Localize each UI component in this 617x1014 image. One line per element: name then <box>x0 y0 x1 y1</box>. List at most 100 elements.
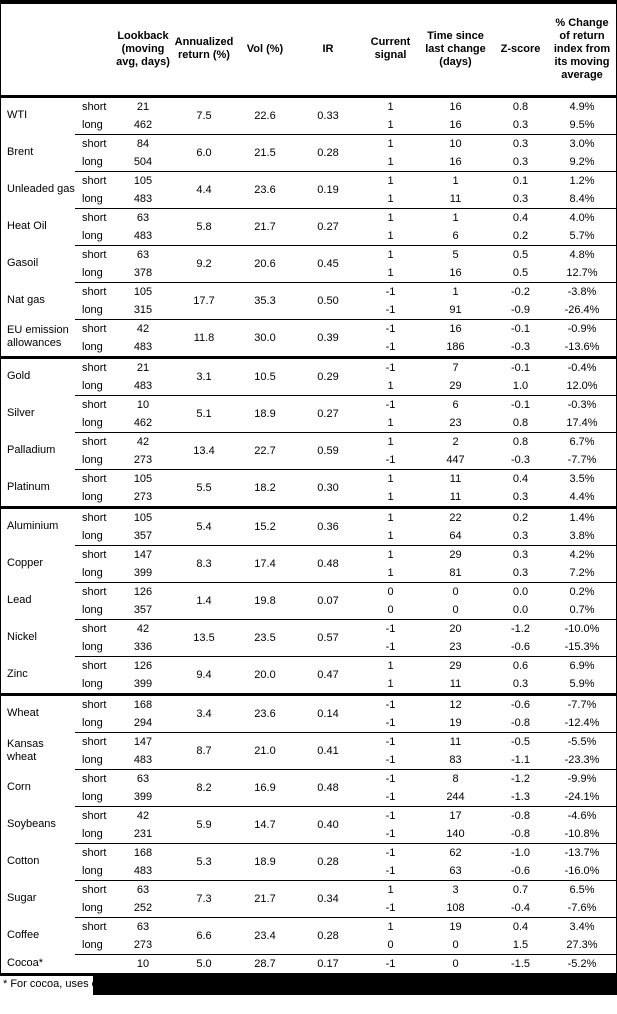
cell-vol: 16.9 <box>237 768 293 806</box>
commodity-name: Palladium <box>7 444 56 456</box>
commodity-name: Heat Oil <box>7 220 47 232</box>
cell-vol: 23.4 <box>237 916 293 954</box>
cell-z-score: 0.4 <box>493 916 548 936</box>
cell-pct-change: 3.0% <box>548 133 616 153</box>
commodity-name: Platinum <box>7 480 50 493</box>
cell-annualized-return: 8.2 <box>171 768 237 806</box>
horizon-label: short <box>75 170 115 190</box>
cell-lookback: 105 <box>115 281 171 301</box>
cell-ir: 0.39 <box>293 318 363 357</box>
cell-pct-change: 4.0% <box>548 207 616 227</box>
cell-pct-change: 6.7% <box>548 431 616 451</box>
cell-vol: 20.6 <box>237 244 293 282</box>
cell-time-since-last-change: 8 <box>418 768 493 788</box>
cell-z-score: 1.0 <box>512 379 529 392</box>
cell-current-signal: 1 <box>363 879 418 899</box>
cell-annualized-return: 13.4 <box>171 431 237 469</box>
cell-z-score: 0.4 <box>493 207 548 227</box>
cell-z-score: -0.1 <box>493 318 548 338</box>
cell-time-since-last-change: 108 <box>446 901 465 914</box>
cell-ir: 0.19 <box>293 170 363 208</box>
cell-pct-change: -4.6% <box>548 805 616 825</box>
cell-vol: 15.2 <box>237 505 293 545</box>
cell-z-score: -0.1 <box>493 394 548 414</box>
table-row: long 483 -1 186 -0.3 -13.6% <box>1 338 616 358</box>
cell-z-score: -1.2 <box>493 768 548 788</box>
cell-annualized-return: 13.5 <box>171 618 237 656</box>
cell-pct-change: 9.5% <box>569 118 595 131</box>
cell-ir: 0.34 <box>293 879 363 917</box>
cell-annualized-return: 5.1 <box>171 394 237 432</box>
horizon-label: short <box>75 879 115 899</box>
cell-pct-change: 8.4% <box>569 192 595 205</box>
horizon-label: short <box>75 916 115 936</box>
cell-z-score: -1.3 <box>511 790 530 803</box>
cell-annualized-return: 5.0 <box>171 953 237 973</box>
table-row: long 378 1 16 0.5 12.7% <box>1 264 616 283</box>
cell-pct-change: -26.4% <box>564 303 600 316</box>
table-row: Copper short 147 8.3 17.4 0.48 1 29 0.3 4.2% <box>1 544 616 582</box>
cell-time-since-last-change: 0 <box>418 953 493 973</box>
cell-pct-change: -3.8% <box>548 281 616 301</box>
horizon-label: long <box>82 155 103 168</box>
cell-annualized-return: 1.4 <box>171 581 237 619</box>
table-row: long 273 1 11 0.3 4.4% <box>1 488 616 508</box>
horizon-label: long <box>82 677 103 690</box>
cell-z-score: -0.6 <box>493 692 548 714</box>
cell-z-score: 0.3 <box>512 155 529 168</box>
cell-pct-change: 12.0% <box>566 379 598 392</box>
cell-lookback: 63 <box>115 916 171 936</box>
cell-lookback: 483 <box>133 379 153 392</box>
horizon-label: long <box>82 303 103 316</box>
cell-pct-change: 27.3% <box>566 938 598 951</box>
cell-vol: 21.7 <box>237 207 293 245</box>
cell-lookback: 504 <box>133 155 153 168</box>
cell-time-since-last-change: 0 <box>452 938 459 951</box>
cell-lookback: 126 <box>115 655 171 675</box>
cell-current-signal: 1 <box>387 192 394 205</box>
cell-vol: 17.4 <box>237 544 293 582</box>
table-row: long 483 1 6 0.2 5.7% <box>1 227 616 246</box>
cell-pct-change: -7.7% <box>567 453 597 466</box>
horizon-label: short <box>75 244 115 264</box>
horizon-label: long <box>82 827 103 840</box>
cell-pct-change: -0.4% <box>548 355 616 377</box>
cell-current-signal: 1 <box>387 529 394 542</box>
cell-z-score: 0.0 <box>512 603 529 616</box>
horizon-label: long <box>82 379 103 392</box>
cell-annualized-return: 5.5 <box>171 468 237 507</box>
cell-lookback: 252 <box>133 901 153 914</box>
table-row: EU emission allowances short 42 11.8 30.0 0.3… <box>1 318 616 357</box>
horizon-label: short <box>75 505 115 527</box>
cell-time-since-last-change: 62 <box>418 842 493 862</box>
cell-ir: 0.30 <box>293 468 363 507</box>
cell-time-since-last-change: 16 <box>418 318 493 338</box>
cell-z-score: 0.3 <box>512 490 529 503</box>
cell-time-since-last-change: 29 <box>449 379 462 392</box>
cell-z-score: 1.5 <box>512 938 529 951</box>
horizon-label: long <box>82 118 103 131</box>
commodity-name: Copper <box>7 557 44 569</box>
table-row: long 483 -1 63 -0.6 -16.0% <box>1 862 616 881</box>
cell-lookback: 273 <box>133 453 153 466</box>
cell-ir: 0.41 <box>293 731 363 769</box>
table-row: Sugar short 63 7.3 21.7 0.34 1 3 0.7 6.5% <box>1 879 616 917</box>
horizon-label: short <box>75 281 115 301</box>
cell-lookback: 21 <box>115 355 171 377</box>
cell-vol: 14.7 <box>237 805 293 843</box>
cell-ir: 0.28 <box>293 842 363 880</box>
table-row: long 399 -1 244 -1.3 -24.1% <box>1 788 616 807</box>
cell-z-score: 0.3 <box>512 677 529 690</box>
cell-z-score: -0.5 <box>493 731 548 751</box>
cell-ir: 0.36 <box>293 505 363 545</box>
cell-pct-change: 6.9% <box>548 655 616 675</box>
column-header-ir: IR <box>293 4 363 98</box>
commodity-name: EU emission allowances <box>7 324 69 350</box>
cell-lookback: 147 <box>115 544 171 564</box>
cell-time-since-last-change: 12 <box>418 692 493 714</box>
cell-lookback: 483 <box>133 753 153 766</box>
cell-time-since-last-change: 140 <box>446 827 465 840</box>
horizon-label: long <box>82 453 103 466</box>
cell-time-since-last-change: 22 <box>418 505 493 527</box>
